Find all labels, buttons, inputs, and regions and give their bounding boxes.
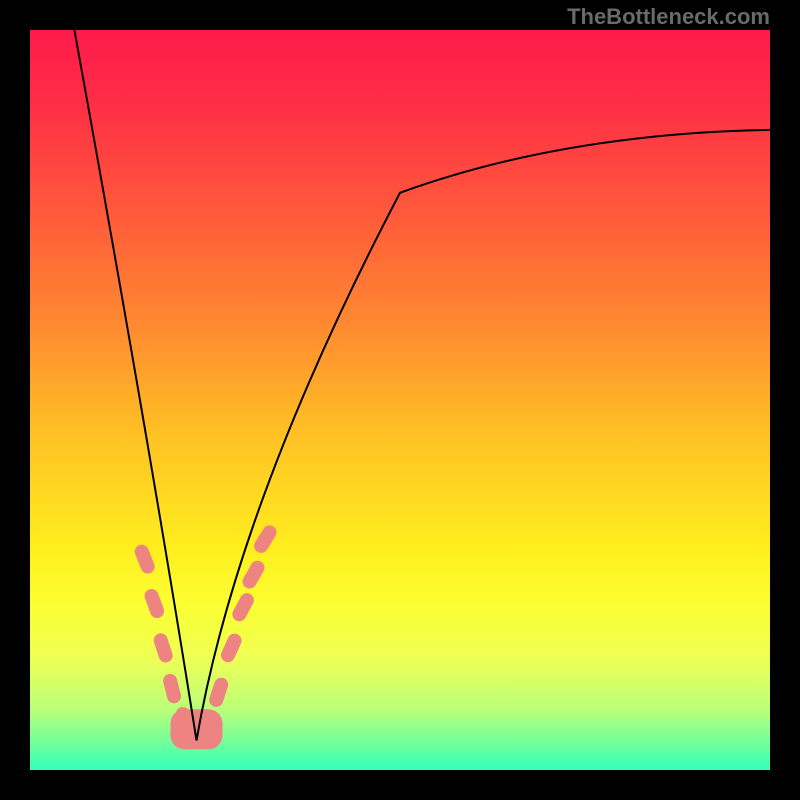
watermark-text: TheBottleneck.com [567, 4, 770, 30]
gradient-background [30, 30, 770, 770]
chart-container: TheBottleneck.com [0, 0, 800, 800]
bottleneck-chart-svg [30, 30, 770, 770]
plot-area [30, 30, 770, 770]
